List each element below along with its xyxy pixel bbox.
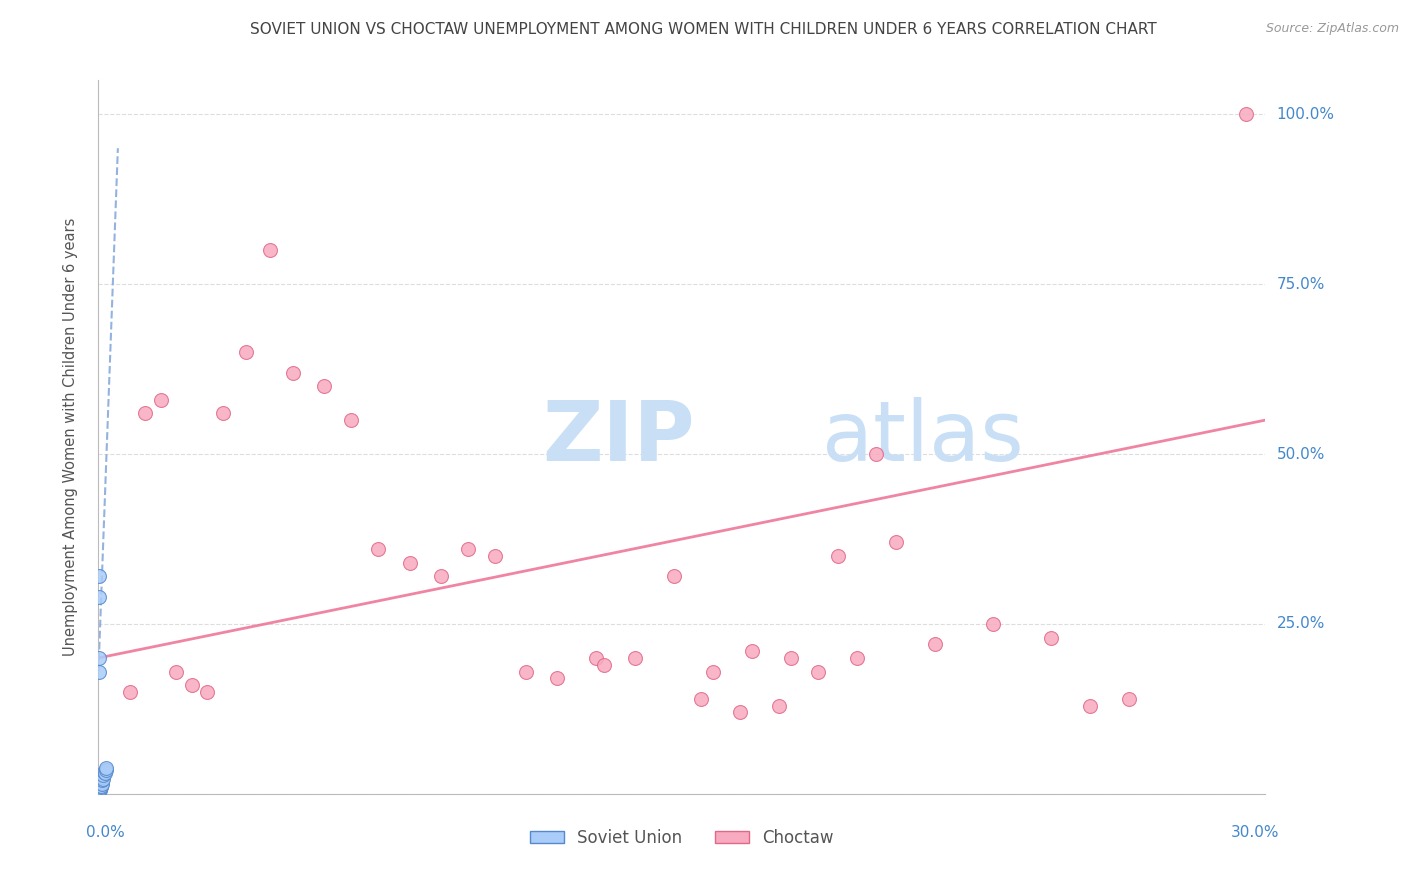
Point — [96, 761, 118, 775]
Point — [429, 569, 451, 583]
Point — [340, 413, 363, 427]
Point — [90, 777, 112, 791]
Point — [91, 773, 114, 788]
Point — [702, 665, 724, 679]
Point — [90, 779, 112, 793]
Point — [93, 765, 115, 780]
Point — [1118, 691, 1140, 706]
Point — [398, 556, 420, 570]
Legend: Soviet Union, Choctaw: Soviet Union, Choctaw — [523, 822, 841, 854]
Point — [134, 406, 156, 420]
Text: 30.0%: 30.0% — [1232, 825, 1279, 840]
Point — [165, 665, 187, 679]
Point — [827, 549, 849, 563]
Point — [884, 535, 907, 549]
Point — [690, 691, 713, 706]
Point — [89, 783, 111, 797]
Point — [91, 772, 114, 786]
Point — [89, 665, 111, 679]
Point — [1080, 698, 1102, 713]
Point — [94, 766, 117, 780]
Point — [180, 678, 202, 692]
Text: 75.0%: 75.0% — [1277, 277, 1324, 292]
Point — [89, 779, 111, 793]
Point — [87, 569, 110, 583]
Point — [741, 644, 763, 658]
Point — [662, 569, 685, 583]
Point — [981, 617, 1004, 632]
Point — [585, 651, 607, 665]
Text: 50.0%: 50.0% — [1277, 447, 1324, 461]
Point — [89, 780, 111, 795]
Point — [90, 776, 112, 790]
Point — [924, 637, 946, 651]
Point — [89, 778, 111, 792]
Point — [865, 447, 887, 461]
Point — [779, 651, 801, 665]
Point — [89, 777, 111, 791]
Text: Source: ZipAtlas.com: Source: ZipAtlas.com — [1265, 22, 1399, 36]
Point — [149, 392, 172, 407]
Point — [768, 698, 790, 713]
Point — [484, 549, 506, 563]
Point — [367, 542, 389, 557]
Point — [624, 651, 647, 665]
Point — [87, 651, 110, 665]
Point — [94, 763, 117, 777]
Text: 25.0%: 25.0% — [1277, 616, 1324, 632]
Point — [91, 770, 114, 784]
Point — [846, 651, 869, 665]
Point — [235, 345, 257, 359]
Y-axis label: Unemployment Among Women with Children Under 6 years: Unemployment Among Women with Children U… — [63, 218, 77, 657]
Point — [89, 782, 111, 797]
Text: 100.0%: 100.0% — [1277, 107, 1334, 122]
Point — [89, 782, 111, 797]
Point — [546, 671, 568, 685]
Point — [90, 780, 112, 794]
Point — [212, 406, 235, 420]
Point — [89, 782, 111, 797]
Point — [281, 366, 304, 380]
Point — [89, 780, 111, 794]
Text: SOVIET UNION VS CHOCTAW UNEMPLOYMENT AMONG WOMEN WITH CHILDREN UNDER 6 YEARS COR: SOVIET UNION VS CHOCTAW UNEMPLOYMENT AMO… — [250, 22, 1156, 37]
Point — [730, 706, 752, 720]
Point — [87, 590, 110, 604]
Point — [515, 665, 537, 679]
Point — [1040, 631, 1063, 645]
Point — [807, 665, 830, 679]
Point — [593, 657, 616, 672]
Point — [89, 781, 111, 796]
Point — [118, 685, 141, 699]
Point — [457, 542, 479, 557]
Point — [312, 379, 335, 393]
Text: 0.0%: 0.0% — [86, 825, 125, 840]
Point — [1234, 107, 1257, 121]
Point — [195, 685, 218, 699]
Point — [259, 243, 281, 257]
Point — [90, 774, 112, 789]
Text: atlas: atlas — [823, 397, 1024, 477]
Point — [93, 768, 115, 782]
Text: ZIP: ZIP — [541, 397, 695, 477]
